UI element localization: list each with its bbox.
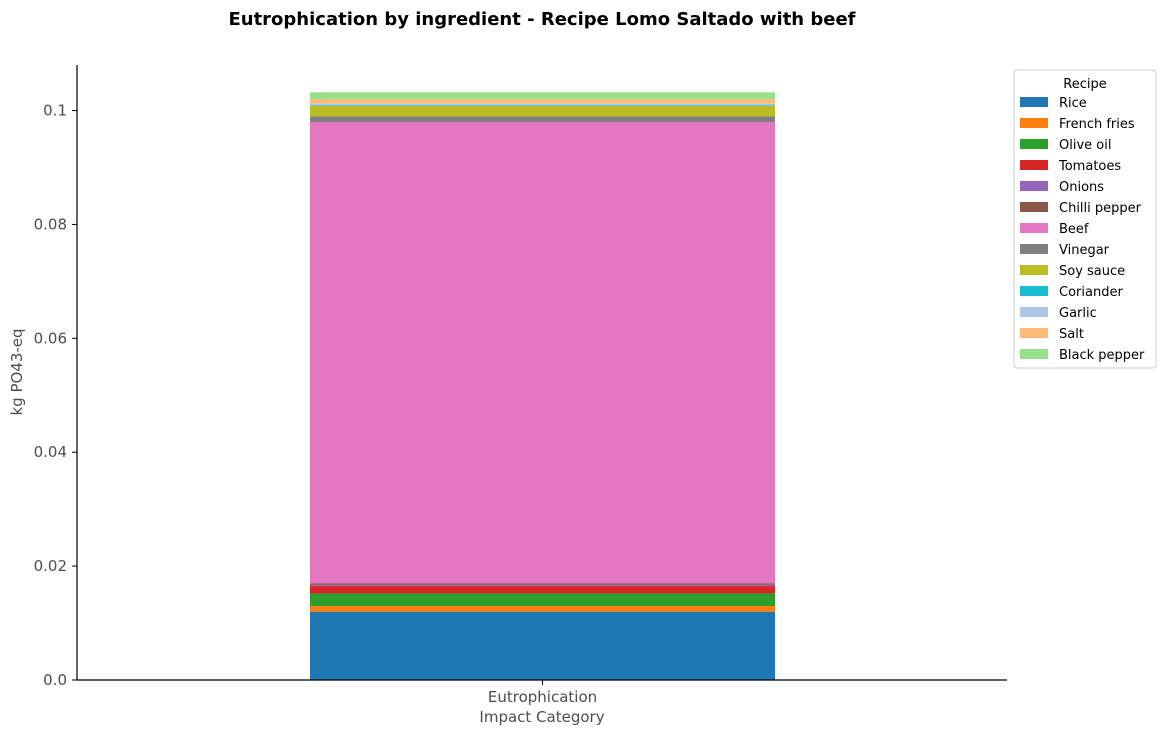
bar-segment-garlic xyxy=(310,103,775,106)
x-tick-label: Eutrophication xyxy=(488,688,597,706)
bar-segment-vinegar xyxy=(310,116,775,122)
legend-swatch xyxy=(1020,349,1048,359)
legend-swatch xyxy=(1020,118,1048,128)
x-axis-label: Impact Category xyxy=(479,708,604,726)
legend-label: Rice xyxy=(1059,96,1087,111)
y-ticks: 0.0 0.02 0.04 0.06 0.08 0.1 xyxy=(34,102,77,689)
bar-segment-rice xyxy=(310,611,775,680)
x-ticks: Eutrophication xyxy=(488,680,597,706)
legend-swatch xyxy=(1020,286,1048,296)
legend-swatch xyxy=(1020,223,1048,233)
y-tick-label: 0.06 xyxy=(34,329,67,347)
y-tick-label: 0.08 xyxy=(34,215,67,233)
legend-label: Chilli pepper xyxy=(1059,201,1142,216)
legend-swatch xyxy=(1020,160,1048,170)
legend-swatch xyxy=(1020,139,1048,149)
y-tick-label: 0.1 xyxy=(43,102,67,120)
bar-stack xyxy=(310,92,775,680)
bar-segment-soy-sauce xyxy=(310,106,775,117)
y-tick-label: 0.04 xyxy=(34,443,67,461)
legend-frame xyxy=(1013,69,1157,369)
legend-title: Recipe xyxy=(1063,77,1106,92)
legend-swatch xyxy=(1020,244,1048,254)
legend-label: Olive oil xyxy=(1059,138,1111,153)
bar-segment-salt xyxy=(310,99,775,104)
legend: Recipe Rice French fries Olive oil Tomatoes… xyxy=(1013,69,1157,369)
legend-label: Garlic xyxy=(1059,306,1097,321)
legend-label: Soy sauce xyxy=(1059,264,1125,279)
legend-label: Coriander xyxy=(1059,285,1123,300)
y-tick-label: 0.0 xyxy=(43,671,67,689)
bar-segment-french-fries xyxy=(310,605,775,612)
legend-label: Salt xyxy=(1059,327,1084,342)
legend-label: Tomatoes xyxy=(1058,159,1121,174)
legend-swatch xyxy=(1020,265,1048,275)
legend-swatch xyxy=(1020,307,1048,317)
legend-label: Beef xyxy=(1059,222,1089,237)
bar-segment-olive-oil xyxy=(310,593,775,606)
bar-segment-tomatoes xyxy=(310,586,775,594)
legend-swatch xyxy=(1020,181,1048,191)
legend-swatch xyxy=(1020,97,1048,107)
bar-segment-coriander xyxy=(310,105,775,106)
y-axis-label: kg PO43-eq xyxy=(8,328,26,415)
bar-segment-chilli-pepper xyxy=(310,583,775,585)
legend-swatch xyxy=(1020,328,1048,338)
bar-segment-onions xyxy=(310,584,775,587)
y-tick-label: 0.02 xyxy=(34,557,67,575)
chart-title: Eutrophication by ingredient - Recipe Lo… xyxy=(228,9,855,30)
legend-label: Vinegar xyxy=(1059,243,1110,258)
bar-segment-black-pepper xyxy=(310,92,775,100)
legend-label: Black pepper xyxy=(1059,348,1145,363)
legend-swatch xyxy=(1020,202,1048,212)
bar-segment-beef xyxy=(310,121,775,584)
legend-label: Onions xyxy=(1059,180,1104,195)
legend-label: French fries xyxy=(1059,117,1135,132)
